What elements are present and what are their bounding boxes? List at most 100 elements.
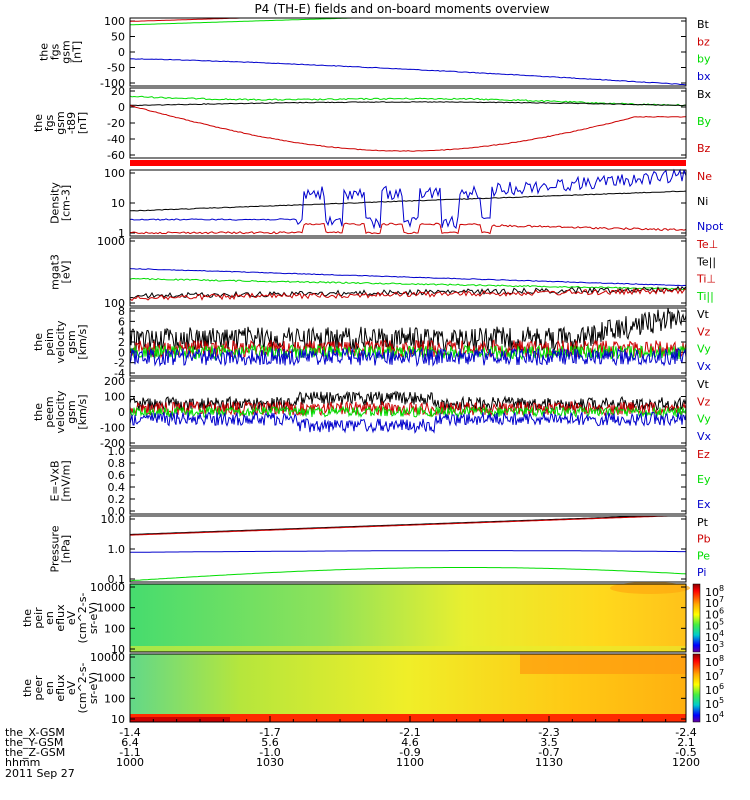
trace-Bz xyxy=(129,104,687,152)
trace-bz-group xyxy=(129,17,686,22)
trace-Ni-group xyxy=(129,190,687,212)
panel-frame xyxy=(129,377,687,447)
y-tick-label: -40 xyxy=(107,133,125,146)
y-tick-label: 1000 xyxy=(97,235,125,248)
trace-Pe-group xyxy=(129,567,687,582)
legend-entry: Ey xyxy=(697,473,711,486)
y-axis-label: [km/s] xyxy=(76,394,89,429)
legend-entry: by xyxy=(697,53,711,66)
trace-Ti-par-group xyxy=(129,277,687,291)
y-axis-label: the xyxy=(38,43,51,61)
colorbar-tick: 107 xyxy=(705,595,724,610)
y-axis-label: [mV/m] xyxy=(60,460,73,501)
y-axis-label: [nT] xyxy=(71,41,84,63)
x-axis-value: -2.3 xyxy=(538,726,559,739)
trace-Pi xyxy=(130,550,686,553)
legend-entry: Vy xyxy=(697,413,711,426)
y-tick-label: 1000 xyxy=(97,602,125,615)
panel-frame xyxy=(129,653,687,723)
y-tick-label: 10 xyxy=(111,197,125,210)
legend-entry: By xyxy=(697,115,712,128)
trace-Bx-group xyxy=(129,101,687,107)
y-axis-label: sr-eV) xyxy=(87,602,100,634)
y-tick-label: -20 xyxy=(107,117,125,130)
trace-Vy-elec xyxy=(129,405,687,419)
legend-entry: Ne xyxy=(697,170,712,183)
panel-frame xyxy=(129,583,687,653)
colorbar-tick: 106 xyxy=(705,606,724,621)
y-tick-label: 1 xyxy=(118,227,125,240)
trace-Bz-group xyxy=(129,104,687,152)
y-tick-label: -200 xyxy=(100,437,125,450)
x-axis-value: 1100 xyxy=(396,756,424,769)
y-axis-label: en xyxy=(43,611,56,625)
y-tick-label: 0.6 xyxy=(108,469,126,482)
y-tick-label: 10.0 xyxy=(101,513,126,526)
colorbar-scale xyxy=(692,653,701,723)
legend-entry: Vt xyxy=(697,378,710,391)
y-tick-label: 0 xyxy=(118,46,125,59)
x-axis-row-label: the_Z-GSM xyxy=(5,746,65,759)
y-tick-label: 1.0 xyxy=(108,445,126,458)
y-tick-label: 10 xyxy=(111,643,125,656)
y-tick-label: 4 xyxy=(118,326,125,339)
x-axis-value: 1130 xyxy=(535,756,563,769)
y-axis-label: Density xyxy=(49,182,62,224)
legend-entry: Vz xyxy=(697,395,711,408)
legend-entry: Pe xyxy=(697,549,710,562)
trace-bz xyxy=(129,17,686,22)
y-tick-label: 0.8 xyxy=(108,457,126,470)
y-tick-label: 100 xyxy=(104,622,125,635)
legend-entry: Vz xyxy=(697,325,711,338)
legend-entry: Bt xyxy=(697,18,710,31)
y-axis-label: (cm^2-s- xyxy=(76,593,89,644)
legend-entry: Pi xyxy=(697,566,706,579)
y-tick-label: 8 xyxy=(118,305,125,318)
y-axis-label: velocity xyxy=(54,320,67,363)
legend-entry: Ti|| xyxy=(696,290,714,303)
legend-entry: Npot xyxy=(697,220,724,233)
trace-Npot-group xyxy=(129,168,687,230)
panel-frame xyxy=(129,307,687,377)
trace-Pb xyxy=(130,515,686,536)
trace-Te-perp-group xyxy=(129,268,687,287)
y-axis-label: gsm xyxy=(65,330,78,353)
trace-Pt-group xyxy=(129,515,686,535)
panel-frame xyxy=(129,87,687,159)
y-axis-label: eflux xyxy=(54,674,67,702)
x-axis-row-label: hhmm xyxy=(5,756,40,769)
legend-entry: bz xyxy=(697,35,710,48)
x-axis-value: -1.7 xyxy=(259,726,280,739)
y-axis-label: the xyxy=(21,609,34,627)
trace-Te-perp xyxy=(129,268,687,287)
trace-Vx-ion xyxy=(129,347,687,368)
trace-Ti-par xyxy=(129,277,687,291)
trace-bx xyxy=(129,58,687,86)
y-tick-label: 0.4 xyxy=(108,481,126,494)
legend-entry: Vx xyxy=(697,360,712,373)
spectrogram-lowenergy-band xyxy=(130,714,686,722)
x-axis-value: -0.5 xyxy=(675,746,696,759)
y-axis-label: en xyxy=(43,681,56,695)
trace-Vt-elec-group xyxy=(129,390,687,413)
trace-Vx-elec xyxy=(129,410,687,434)
y-tick-label: 0.1 xyxy=(108,573,126,586)
panel-frame xyxy=(129,169,687,237)
legend-entry: Ti⊥ xyxy=(696,273,716,286)
colorbar-tick: 105 xyxy=(705,696,724,711)
y-axis-label: velocity xyxy=(54,390,67,433)
y-axis-label: Pressure xyxy=(49,525,62,572)
x-axis-value: 3.5 xyxy=(540,736,558,749)
legend-entry: Vx xyxy=(697,430,712,443)
trace-bx-group xyxy=(129,58,687,86)
colorbar-tick: 104 xyxy=(705,710,724,725)
y-axis-label: [nT] xyxy=(76,112,89,134)
x-axis-value: 1000 xyxy=(116,756,144,769)
spectrogram-band xyxy=(130,646,686,652)
y-tick-label: 200 xyxy=(104,375,125,388)
trace-Vy-elec-group xyxy=(129,405,687,419)
y-axis-label: the xyxy=(32,333,45,351)
trace-By xyxy=(129,95,687,107)
